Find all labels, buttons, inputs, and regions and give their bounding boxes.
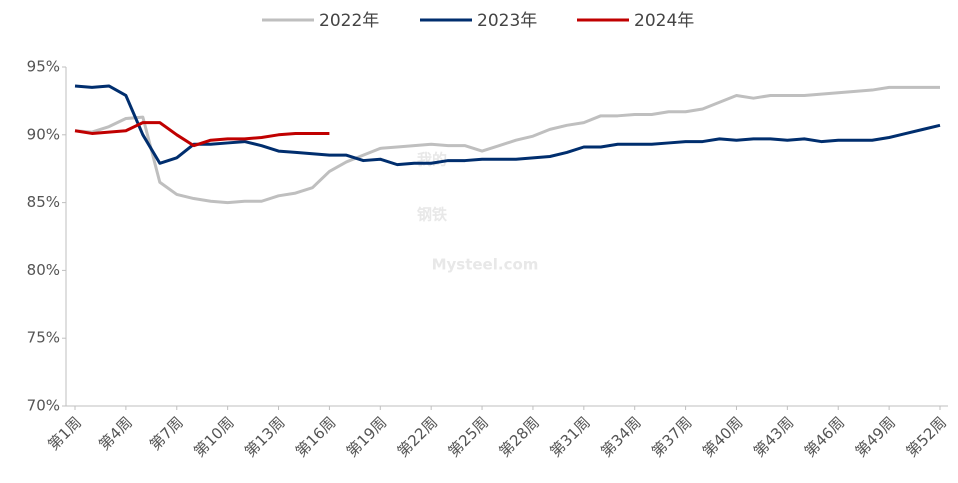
- x-tick-label: 第46周: [801, 413, 848, 460]
- watermark: Mysteel.com: [432, 256, 539, 274]
- x-tick-label: 第13周: [241, 413, 288, 460]
- series-line: [74, 85, 940, 205]
- y-tick-label: 95%: [27, 58, 60, 76]
- y-tick-label: 85%: [27, 193, 60, 211]
- x-tick-label: 第1周: [44, 413, 85, 454]
- x-tick-label: 第4周: [95, 413, 136, 454]
- watermark: 钢铁: [417, 206, 447, 224]
- x-tick-label: 第34周: [597, 413, 644, 460]
- x-tick-label: 第31周: [546, 413, 593, 460]
- series-line: [74, 121, 330, 148]
- legend-text: 2024年: [634, 11, 694, 31]
- watermark: 我的: [417, 151, 447, 169]
- x-tick-label: 第49周: [852, 413, 899, 460]
- x-tick-label: 第43周: [750, 413, 797, 460]
- y-tick-label: 80%: [27, 261, 60, 279]
- x-tick-label: 第37周: [648, 413, 695, 460]
- y-tick-label: 90%: [27, 125, 60, 143]
- series-line: [74, 84, 941, 167]
- x-tick-label: 第10周: [190, 413, 237, 460]
- y-tick-label: 75%: [27, 329, 60, 347]
- x-tick-label: 第19周: [343, 413, 390, 460]
- x-tick-label: 第40周: [699, 413, 746, 460]
- x-tick-label: 第25周: [445, 413, 492, 460]
- x-tick-label: 第16周: [292, 413, 339, 460]
- x-tick-label: 第22周: [394, 413, 441, 460]
- legend-text: 2023年: [477, 11, 537, 31]
- x-tick-label: 第52周: [903, 413, 950, 460]
- x-tick-label: 第7周: [146, 413, 187, 454]
- legend-text: 2022年: [319, 11, 379, 31]
- y-tick-label: 70%: [27, 397, 60, 415]
- x-tick-label: 第28周: [496, 413, 543, 460]
